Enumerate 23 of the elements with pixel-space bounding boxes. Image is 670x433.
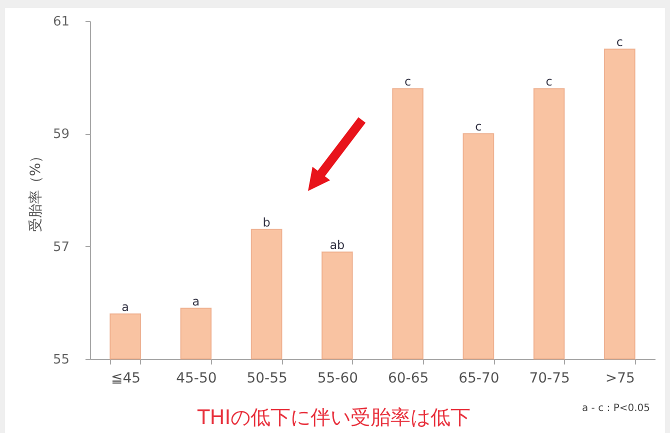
x-tick-label: 70-75 bbox=[529, 370, 570, 386]
x-tick-label: ≦45 bbox=[111, 370, 141, 386]
y-tick-label: 59 bbox=[52, 127, 70, 142]
annotation: a bbox=[122, 300, 129, 314]
annotation: a bbox=[192, 294, 200, 308]
annotation: b bbox=[262, 215, 270, 230]
annotation: c bbox=[616, 35, 623, 50]
text: THIの低下に伴い受胎率は低下 bbox=[196, 405, 471, 429]
y-axis-title: 受胎率（%） bbox=[28, 148, 44, 232]
x-tick-label: 65-70 bbox=[458, 370, 500, 386]
y-tick-label: 55 bbox=[52, 352, 70, 368]
x-tick-label: 45-50 bbox=[176, 370, 217, 386]
x-tick-label: 55-60 bbox=[317, 370, 358, 386]
y-tick-label: 61 bbox=[52, 14, 70, 30]
y-tick-label: 57 bbox=[52, 240, 70, 255]
x-tick-label: 50-55 bbox=[246, 370, 288, 386]
text: a - c : P<0.05 bbox=[582, 403, 650, 414]
annotation: c bbox=[546, 74, 552, 89]
annotation: ab bbox=[330, 238, 345, 252]
annotation: c bbox=[404, 74, 412, 89]
x-tick-label: >75 bbox=[605, 370, 635, 386]
annotation: c bbox=[475, 120, 482, 134]
x-tick-label: 60-65 bbox=[388, 370, 429, 386]
